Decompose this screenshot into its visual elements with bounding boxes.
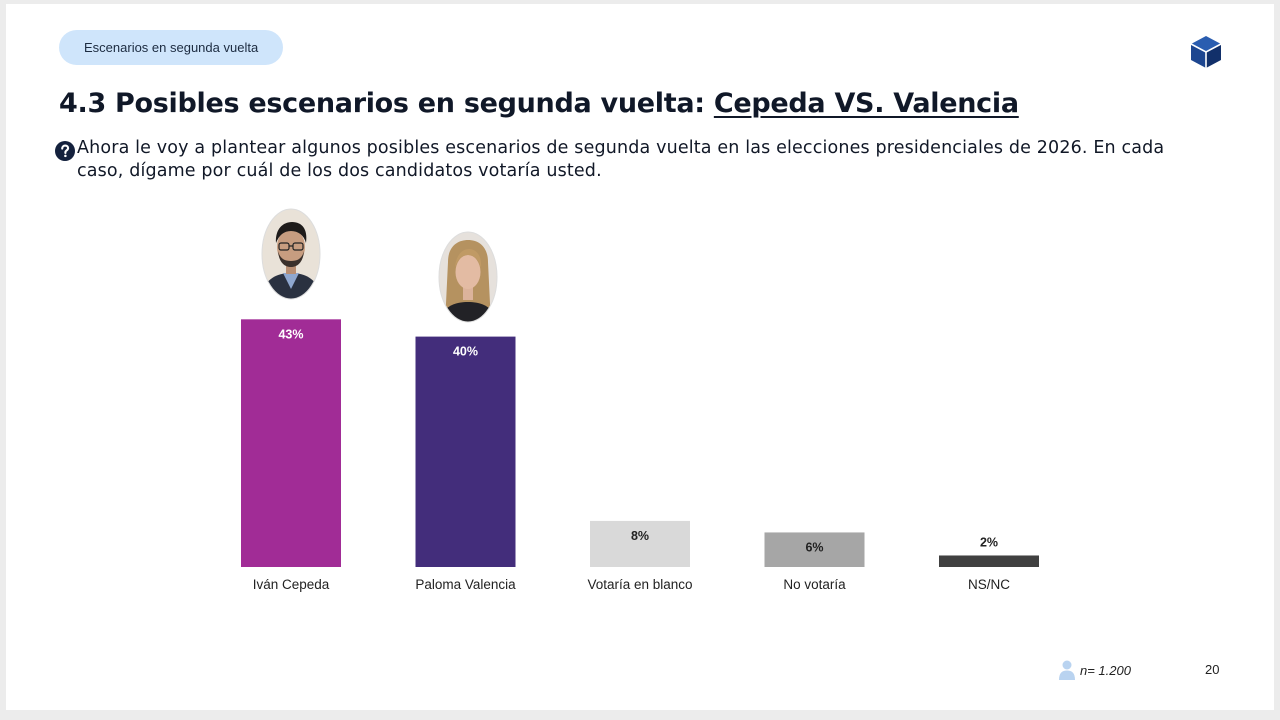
category-label-no-votaria: No votaría [783, 577, 846, 592]
sample-size-text: n= 1.200 [1080, 662, 1131, 678]
category-label-votaria-en-blanco: Votaría en blanco [587, 577, 692, 592]
results-bar-chart: 43% Iván Cepeda 40% Paloma Valencia 8% Votarí… [241, 208, 1039, 592]
question-circle-icon [55, 141, 75, 161]
page-number: 20 [1205, 662, 1220, 677]
bar-ns-nc [939, 555, 1039, 567]
section-tag: Escenarios en segunda vuelta [59, 30, 284, 65]
page-title: 4.3 Posibles escenarios en segunda vuelt… [59, 88, 1019, 119]
bar-votaria-en-blanco [590, 520, 690, 567]
category-label-ivan-cepeda: Iván Cepeda [253, 577, 330, 592]
person-icon [1059, 660, 1075, 680]
bar-ivan-cepeda [241, 319, 341, 567]
bar-value-paloma-valencia: 40% [453, 345, 478, 359]
bar-value-ns-nc: 2% [980, 535, 998, 549]
brand-cube-icon [1190, 36, 1222, 68]
candidate-photo-valencia [438, 231, 498, 323]
category-label-ns-nc: NS/NC [968, 577, 1010, 592]
slide: Escenarios en segunda vuelta 4.3 Posible… [6, 4, 1274, 710]
bar-paloma-valencia [415, 336, 516, 567]
candidate-photo-cepeda [261, 208, 321, 300]
title-matchup: Cepeda VS. Valencia [713, 88, 1019, 119]
sample-size: n= 1.200 [1059, 660, 1131, 680]
question-text: Ahora le voy a plantear algunos posibles… [77, 138, 1165, 181]
category-label-paloma-valencia: Paloma Valencia [415, 577, 516, 592]
title-prefix: 4.3 Posibles escenarios en segunda vuelt… [59, 88, 714, 119]
bar-no-votaria [764, 532, 865, 567]
bar-value-votaria-en-blanco: 8% [631, 529, 649, 543]
bar-value-ivan-cepeda: 43% [278, 327, 303, 341]
bar-value-no-votaria: 6% [805, 540, 823, 554]
survey-question: Ahora le voy a plantear algunos posibles… [55, 137, 1205, 183]
